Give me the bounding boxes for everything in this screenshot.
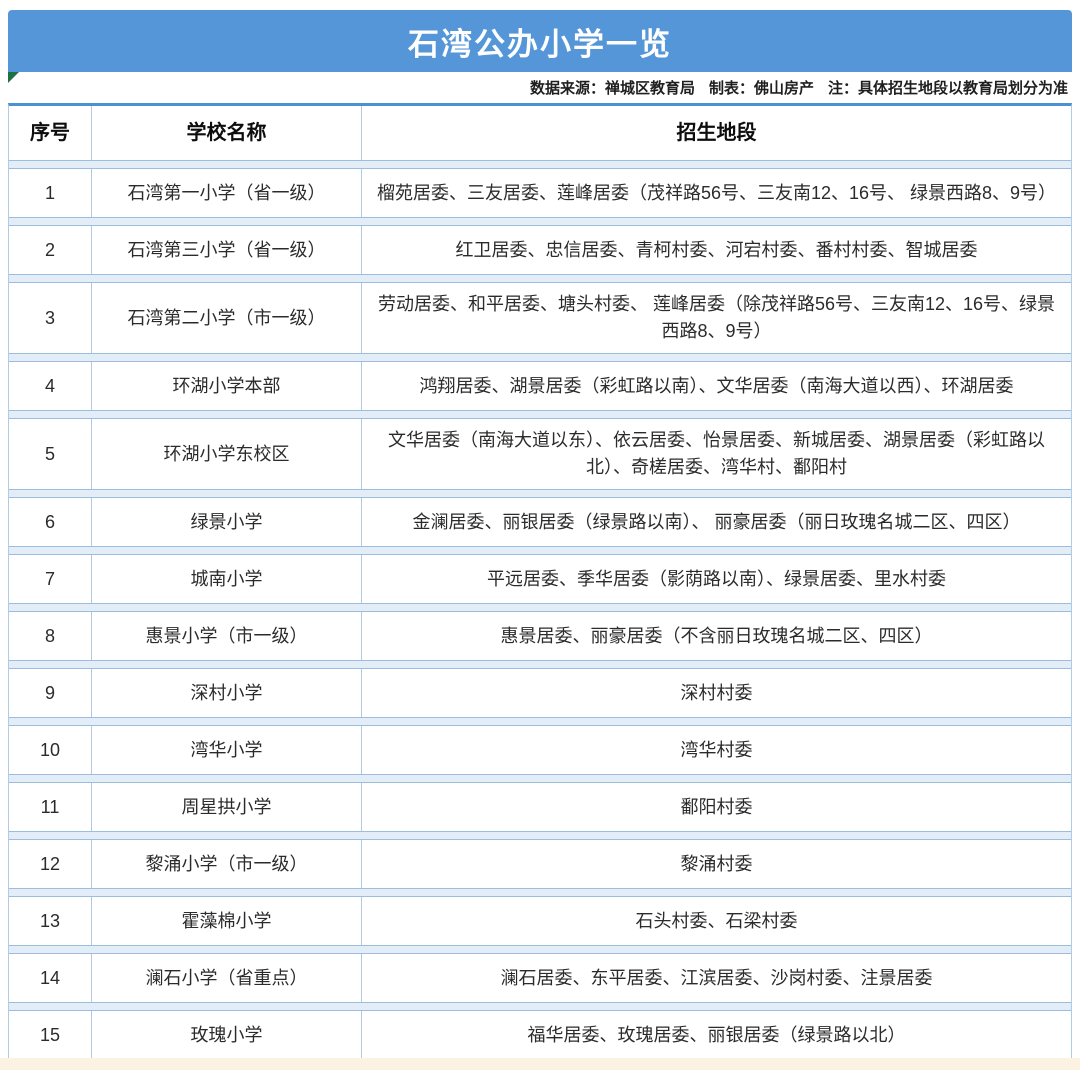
- district-text: 澜石居委、东平居委、江滨居委、沙岗村委、注景居委: [361, 954, 1071, 1002]
- row-no: 2: [44, 239, 55, 260]
- school-name: 城南小学: [91, 555, 361, 603]
- table-row: 9 深村小学 深村村委: [9, 668, 1071, 718]
- meta-row: 数据来源：禅城区教育局 制表：佛山房产 注：具体招生地段以教育局划分为准: [8, 72, 1072, 103]
- district-text: 深村村委: [361, 669, 1071, 717]
- district-text: 劳动居委、和平居委、塘头村委、 莲峰居委（除茂祥路56号、三友南12、16号、绿…: [361, 283, 1071, 353]
- school-name: 湾华小学: [91, 726, 361, 774]
- table-row: 12 黎涌小学（市一级） 黎涌村委: [9, 839, 1071, 889]
- title-bar: 石湾公办小学一览: [8, 10, 1072, 72]
- district-text: 平远居委、季华居委（影荫路以南）、绿景居委、里水村委: [361, 555, 1071, 603]
- school-name: 玫瑰小学: [91, 1011, 361, 1059]
- school-name: 环湖小学本部: [91, 362, 361, 410]
- district-text: 福华居委、玫瑰居委、丽银居委（绿景路以北）: [361, 1011, 1071, 1059]
- district-text: 鸿翔居委、湖景居委（彩虹路以南）、文华居委（南海大道以西）、环湖居委: [361, 362, 1071, 410]
- table-row: 2 石湾第三小学（省一级） 红卫居委、忠信居委、青柯村委、河宕村委、番村村委、智…: [9, 225, 1071, 275]
- schools-table: 序号 学校名称 招生地段 1 石湾第一小学（省一级） 榴苑居委、三友居委、莲峰居…: [8, 103, 1072, 1062]
- district-text: 鄱阳村委: [361, 783, 1071, 831]
- table-row: 4 环湖小学本部 鸿翔居委、湖景居委（彩虹路以南）、文华居委（南海大道以西）、环…: [9, 361, 1071, 411]
- table-row: 6 绿景小学 金澜居委、丽银居委（绿景路以南）、 丽豪居委（丽日玫瑰名城二区、四…: [9, 497, 1071, 547]
- district-text: 金澜居委、丽银居委（绿景路以南）、 丽豪居委（丽日玫瑰名城二区、四区）: [361, 498, 1071, 546]
- row-no: 4: [44, 375, 55, 396]
- table-row: 10 湾华小学 湾华村委: [9, 725, 1071, 775]
- table-header-row: 序号 学校名称 招生地段: [9, 106, 1071, 161]
- row-no: 5: [44, 443, 55, 464]
- row-no: 12: [39, 853, 61, 874]
- table-row: 14 澜石小学（省重点） 澜石居委、东平居委、江滨居委、沙岗村委、注景居委: [9, 953, 1071, 1003]
- district-text: 惠景居委、丽豪居委（不含丽日玫瑰名城二区、四区）: [361, 612, 1071, 660]
- folded-corner-icon: [8, 72, 19, 83]
- school-name: 深村小学: [91, 669, 361, 717]
- table-row: 8 惠景小学（市一级） 惠景居委、丽豪居委（不含丽日玫瑰名城二区、四区）: [9, 611, 1071, 661]
- table-row: 11 周星拱小学 鄱阳村委: [9, 782, 1071, 832]
- table-row: 5 环湖小学东校区 文华居委（南海大道以东）、依云居委、怡景居委、新城居委、湖景…: [9, 418, 1071, 490]
- row-no: 10: [39, 739, 61, 760]
- page-title: 石湾公办小学一览: [408, 26, 672, 62]
- header-school: 学校名称: [91, 106, 361, 160]
- district-text: 榴苑居委、三友居委、莲峰居委（茂祥路56号、三友南12、16号、 绿景西路8、9…: [361, 169, 1071, 217]
- school-name: 周星拱小学: [91, 783, 361, 831]
- school-name: 黎涌小学（市一级）: [91, 840, 361, 888]
- row-no: 11: [40, 796, 60, 817]
- header-no: 序号: [30, 122, 70, 144]
- bottom-strip: [0, 1058, 1080, 1070]
- row-no: 15: [39, 1024, 61, 1045]
- row-no: 13: [39, 910, 61, 931]
- district-text: 湾华村委: [361, 726, 1071, 774]
- author-label: 制表：佛山房产: [708, 80, 814, 97]
- school-name: 环湖小学东校区: [91, 419, 361, 489]
- row-no: 7: [44, 568, 55, 589]
- row-no: 8: [44, 625, 55, 646]
- school-name: 绿景小学: [91, 498, 361, 546]
- district-text: 文华居委（南海大道以东）、依云居委、怡景居委、新城居委、湖景居委（彩虹路以北）、…: [361, 419, 1071, 489]
- district-text: 石头村委、石梁村委: [361, 897, 1071, 945]
- table-row: 7 城南小学 平远居委、季华居委（影荫路以南）、绿景居委、里水村委: [9, 554, 1071, 604]
- district-text: 黎涌村委: [361, 840, 1071, 888]
- row-no: 14: [39, 967, 61, 988]
- note-label: 注：具体招生地段以教育局划分为准: [827, 80, 1068, 97]
- table-row: 15 玫瑰小学 福华居委、玫瑰居委、丽银居委（绿景路以北）: [9, 1010, 1071, 1059]
- school-name: 石湾第一小学（省一级）: [91, 169, 361, 217]
- district-text: 红卫居委、忠信居委、青柯村委、河宕村委、番村村委、智城居委: [361, 226, 1071, 274]
- header-district: 招生地段: [361, 106, 1071, 160]
- table-row: 13 霍藻棉小学 石头村委、石梁村委: [9, 896, 1071, 946]
- row-no: 3: [44, 307, 55, 328]
- school-name: 石湾第三小学（省一级）: [91, 226, 361, 274]
- school-name: 澜石小学（省重点）: [91, 954, 361, 1002]
- school-name: 惠景小学（市一级）: [91, 612, 361, 660]
- table-row: 1 石湾第一小学（省一级） 榴苑居委、三友居委、莲峰居委（茂祥路56号、三友南1…: [9, 168, 1071, 218]
- sheet: 石湾公办小学一览 数据来源：禅城区教育局 制表：佛山房产 注：具体招生地段以教育…: [8, 10, 1072, 1062]
- school-name: 霍藻棉小学: [91, 897, 361, 945]
- row-no: 9: [44, 682, 55, 703]
- row-no: 6: [44, 511, 55, 532]
- table-row: 3 石湾第二小学（市一级） 劳动居委、和平居委、塘头村委、 莲峰居委（除茂祥路5…: [9, 282, 1071, 354]
- row-no: 1: [44, 182, 55, 203]
- data-source-label: 数据来源：禅城区教育局: [529, 80, 695, 97]
- school-name: 石湾第二小学（市一级）: [91, 283, 361, 353]
